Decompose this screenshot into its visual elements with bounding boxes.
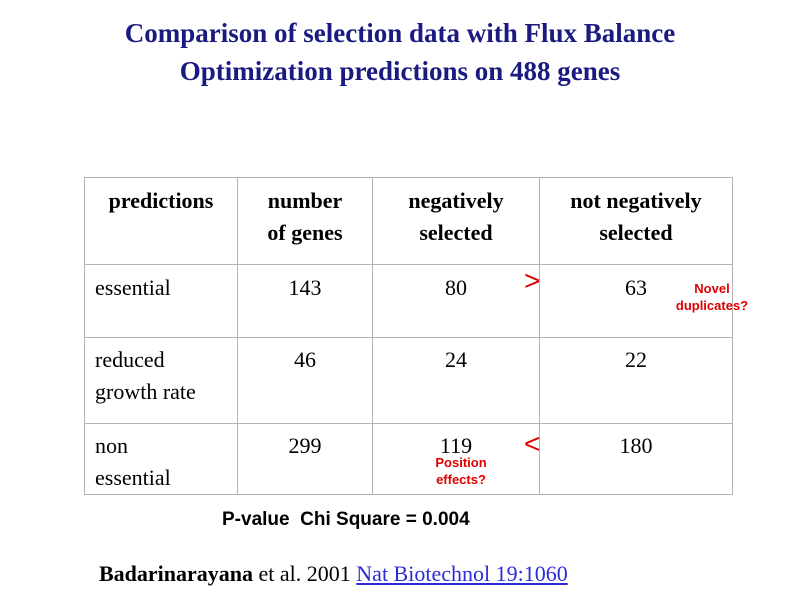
greater-than-marker: >	[524, 265, 541, 296]
p-value-text: P-value Chi Square = 0.004	[222, 509, 470, 530]
cell-value: 180	[619, 433, 653, 458]
header-predictions: predictions	[84, 177, 238, 265]
table-row: non essential 299 119 < 180	[84, 423, 733, 495]
row-label-text: essential	[95, 275, 171, 300]
citation-journal-link[interactable]: Nat Biotechnol 19:1060	[356, 561, 568, 586]
header-not-negatively-selected-line-1: not negatively	[570, 188, 702, 213]
cell-number-of-genes: 143	[237, 264, 373, 338]
header-negatively-selected-line-2: selected	[419, 220, 493, 245]
header-negatively-selected: negatively selected	[372, 177, 540, 265]
header-negatively-selected-line-1: negatively	[408, 188, 504, 213]
slide-title-line-2: Optimization predictions on 488 genes	[179, 56, 621, 86]
cell-not-negatively-selected: 22	[539, 337, 733, 424]
cell-number-of-genes: 46	[237, 337, 373, 424]
header-number-of-genes-line-1: number	[267, 188, 343, 213]
header-not-negatively-selected-line-2: selected	[599, 220, 673, 245]
table-row: essential 143 80 > 63	[84, 264, 733, 338]
row-label-reduced-growth-rate: reduced growth rate	[84, 337, 238, 424]
cell-number-of-genes: 299	[237, 423, 373, 495]
citation: Badarinarayana et al. 2001 Nat Biotechno…	[99, 561, 568, 587]
row-label-text-line-1: non	[95, 433, 128, 458]
row-label-text-line-2: essential	[95, 465, 171, 490]
novel-duplicates-note-line-1: Novel	[694, 281, 730, 296]
row-label-non-essential: non essential	[84, 423, 238, 495]
cell-negatively-selected: 80	[372, 264, 540, 338]
row-label-text-line-2: growth rate	[95, 379, 196, 404]
novel-duplicates-note-line-2: duplicates?	[675, 298, 749, 313]
position-effects-note-line-1: Position	[435, 455, 487, 470]
row-label-essential: essential	[84, 264, 238, 338]
cell-value: 63	[625, 275, 647, 300]
gene-prediction-table: predictions number of genes negatively s…	[84, 177, 733, 495]
citation-details: et al. 2001	[253, 561, 357, 586]
table-header-row: predictions number of genes negatively s…	[84, 177, 733, 265]
citation-author: Badarinarayana	[99, 561, 254, 586]
slide-title: Comparison of selection data with Flux B…	[0, 14, 800, 90]
cell-negatively-selected: 24	[372, 337, 540, 424]
header-not-negatively-selected: not negatively selected	[539, 177, 733, 265]
cell-not-negatively-selected: < 180	[524, 423, 733, 495]
cell-negatively-selected: 119	[372, 423, 540, 495]
header-number-of-genes: number of genes	[237, 177, 373, 265]
cell-not-negatively-selected: > 63	[524, 264, 733, 338]
novel-duplicates-note: Novel duplicates?	[664, 280, 760, 314]
position-effects-note-line-2: effects?	[436, 472, 486, 487]
header-predictions-text: predictions	[108, 188, 214, 213]
position-effects-note: Position effects?	[420, 454, 502, 488]
row-label-text-line-1: reduced	[95, 347, 165, 372]
table-row: reduced growth rate 46 24 22	[84, 337, 733, 424]
header-number-of-genes-line-2: of genes	[267, 220, 343, 245]
slide-title-line-1: Comparison of selection data with Flux B…	[124, 18, 676, 48]
less-than-marker: <	[524, 428, 541, 459]
